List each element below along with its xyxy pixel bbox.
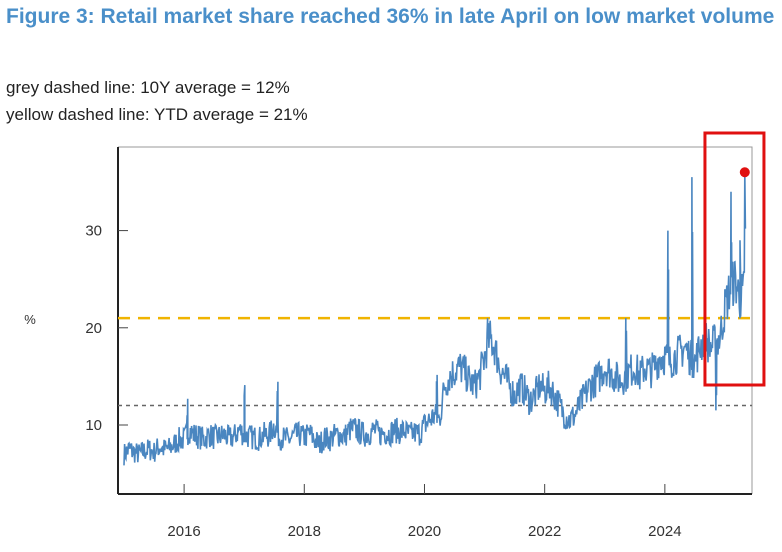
- note-ytd-average: yellow dashed line: YTD average = 21%: [6, 105, 308, 124]
- x-tick-label: 2018: [288, 523, 321, 540]
- highlight-point: [739, 167, 750, 178]
- y-tick-label: 30: [85, 223, 102, 240]
- x-tick-label: 2020: [408, 523, 441, 540]
- x-tick-label: 2024: [648, 523, 681, 540]
- y-axis-label: %: [24, 312, 36, 327]
- x-tick-label: 2022: [528, 523, 561, 540]
- y-tick-label: 10: [85, 417, 102, 434]
- x-tick-label: 2016: [167, 523, 200, 540]
- chart-title: Figure 3: Retail market share reached 36…: [6, 5, 775, 28]
- note-10y-average: grey dashed line: 10Y average = 12%: [6, 78, 290, 97]
- highlight-box: [703, 131, 766, 387]
- series-retail-share: [123, 172, 747, 466]
- plot-frame: [118, 146, 753, 494]
- y-tick-label: 20: [85, 320, 102, 337]
